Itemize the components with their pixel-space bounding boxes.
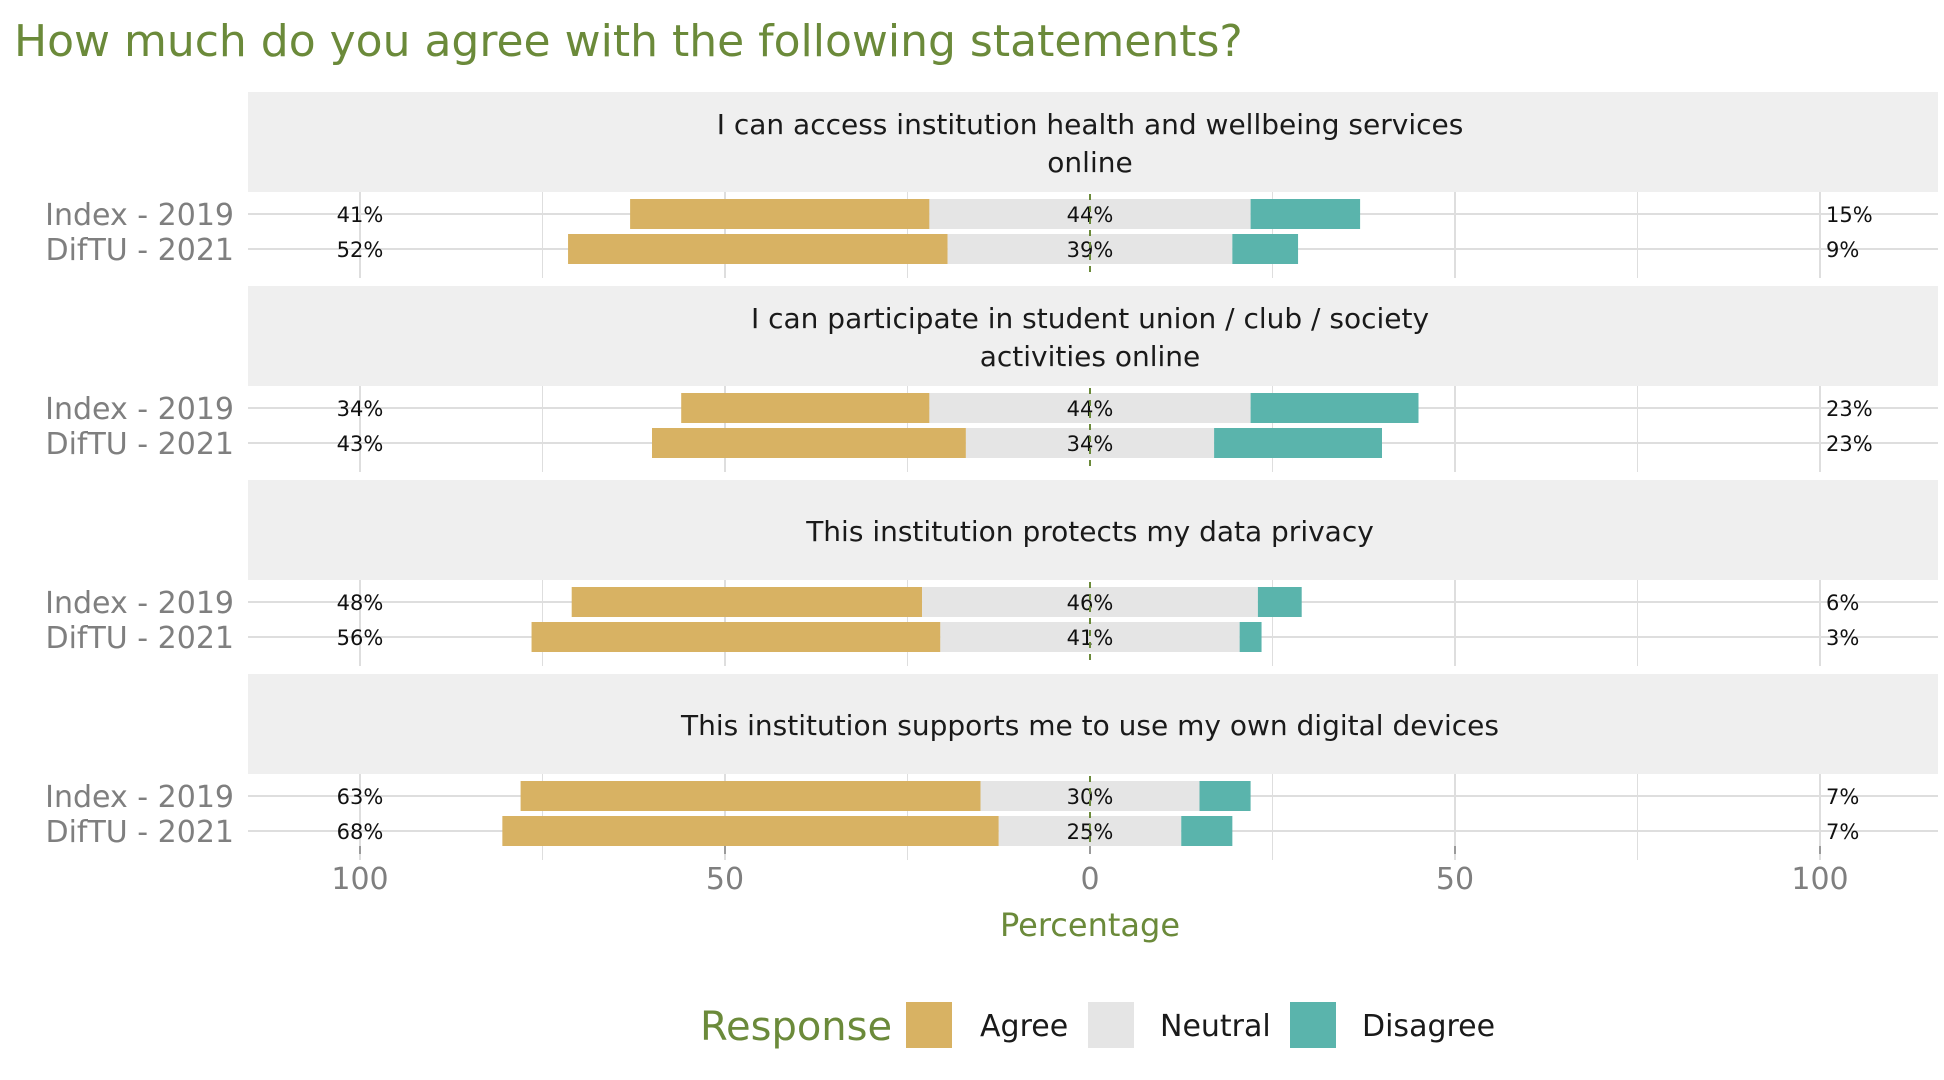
row-label: Index - 2019 [45,586,234,621]
bar-disagree [1250,199,1361,229]
label-disagree: 7% [1826,785,1859,809]
panel-1: I can access institution health and well… [45,92,1938,278]
label-agree: 43% [337,432,384,456]
panel-strip [248,92,1938,192]
x-tick-label: 0 [1080,862,1099,897]
row-label: Index - 2019 [45,198,234,233]
label-disagree: 6% [1826,591,1859,615]
label-disagree: 7% [1826,820,1859,844]
bar-disagree [1181,816,1233,846]
label-agree: 63% [337,785,384,809]
panel-strip-label: online [1047,146,1132,179]
bar-agree [531,622,941,652]
chart-title: How much do you agree with the following… [14,16,1243,67]
bar-disagree [1250,393,1419,423]
panel-strip-label: This institution protects my data privac… [805,515,1374,548]
panel-4: This institution supports me to use my o… [45,674,1938,860]
legend-label-disagree: Disagree [1362,1009,1495,1044]
legend-swatch-disagree [1290,1002,1336,1048]
row-label: DifTU - 2021 [45,815,234,850]
label-disagree: 9% [1826,238,1859,262]
bar-agree [502,816,999,846]
panels: I can access institution health and well… [45,92,1938,860]
panel-2: I can participate in student union / clu… [45,286,1938,472]
panel-strip [248,286,1938,386]
x-axis: 100 50 0 50 100 [331,846,1849,897]
panel-strip-label: I can participate in student union / clu… [751,302,1429,335]
legend-swatch-agree [906,1002,952,1048]
panel-strip-label: I can access institution health and well… [717,108,1464,141]
label-disagree: 23% [1826,432,1873,456]
label-disagree: 15% [1826,203,1873,227]
bar-disagree [1214,428,1382,458]
bar-agree [571,587,923,617]
panel-strip [248,674,1938,774]
legend-swatch-neutral [1088,1002,1134,1048]
x-tick-label: 100 [331,862,388,897]
panel-strip [248,480,1938,580]
bar-disagree [1232,234,1299,264]
label-agree: 48% [337,591,384,615]
label-agree: 52% [337,238,384,262]
x-tick-label: 50 [706,862,744,897]
legend-label-agree: Agree [980,1009,1068,1044]
x-tick-label: 50 [1436,862,1474,897]
bar-agree [681,393,930,423]
bar-agree [520,781,981,811]
bar-agree [630,199,930,229]
panel-strip-label: activities online [980,340,1201,373]
label-disagree: 23% [1826,397,1873,421]
label-agree: 56% [337,626,384,650]
panel-strip-label: This institution supports me to use my o… [680,709,1499,742]
label-disagree: 3% [1826,626,1859,650]
row-label: Index - 2019 [45,392,234,427]
bar-agree [568,234,948,264]
bar-disagree [1199,781,1251,811]
legend-title: Response [700,1004,892,1050]
legend-label-neutral: Neutral [1160,1009,1271,1044]
row-label: Index - 2019 [45,780,234,815]
label-agree: 68% [337,820,384,844]
bar-agree [652,428,966,458]
label-agree: 34% [337,397,384,421]
legend: Response Agree Neutral Disagree [700,1002,1495,1050]
bar-disagree [1239,622,1262,652]
row-label: DifTU - 2021 [45,621,234,656]
x-tick-label: 100 [1791,862,1848,897]
label-agree: 41% [337,203,384,227]
x-axis-label: Percentage [1000,906,1180,944]
row-label: DifTU - 2021 [45,233,234,268]
panel-3: This institution protects my data privac… [45,480,1938,666]
row-label: DifTU - 2021 [45,427,234,462]
bar-disagree [1257,587,1302,617]
